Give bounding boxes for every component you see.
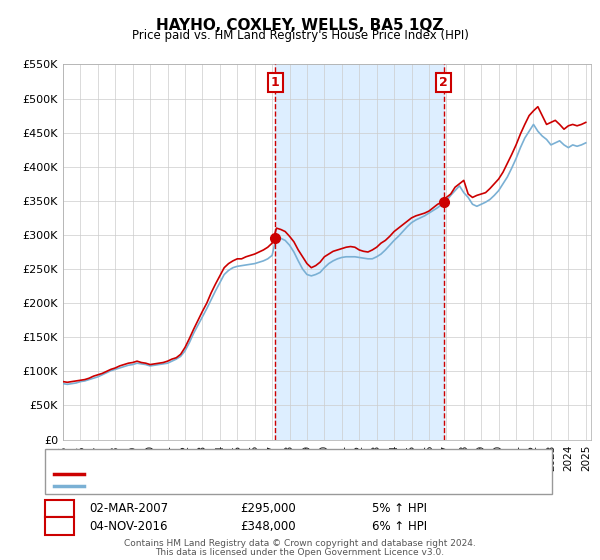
Text: Price paid vs. HM Land Registry's House Price Index (HPI): Price paid vs. HM Land Registry's House … (131, 29, 469, 42)
Text: Contains HM Land Registry data © Crown copyright and database right 2024.: Contains HM Land Registry data © Crown c… (124, 539, 476, 548)
Text: 1: 1 (55, 502, 64, 515)
Text: HAYHO, COXLEY, WELLS, BA5 1QZ: HAYHO, COXLEY, WELLS, BA5 1QZ (157, 18, 443, 33)
Text: 5% ↑ HPI: 5% ↑ HPI (372, 502, 427, 515)
Text: 04-NOV-2016: 04-NOV-2016 (89, 520, 167, 533)
Bar (275, 64, 443, 440)
Text: HAYHO, COXLEY, WELLS, BA5 1QZ (detached house): HAYHO, COXLEY, WELLS, BA5 1QZ (detached … (89, 469, 376, 479)
Text: 1: 1 (271, 76, 280, 88)
Text: £295,000: £295,000 (240, 502, 296, 515)
Text: HPI: Average price, detached house, Somerset: HPI: Average price, detached house, Some… (89, 481, 344, 491)
Text: 2: 2 (439, 76, 448, 88)
Text: 6% ↑ HPI: 6% ↑ HPI (372, 520, 427, 533)
Text: £348,000: £348,000 (240, 520, 296, 533)
Text: 02-MAR-2007: 02-MAR-2007 (89, 502, 168, 515)
Text: 2: 2 (55, 520, 64, 533)
Text: This data is licensed under the Open Government Licence v3.0.: This data is licensed under the Open Gov… (155, 548, 445, 557)
